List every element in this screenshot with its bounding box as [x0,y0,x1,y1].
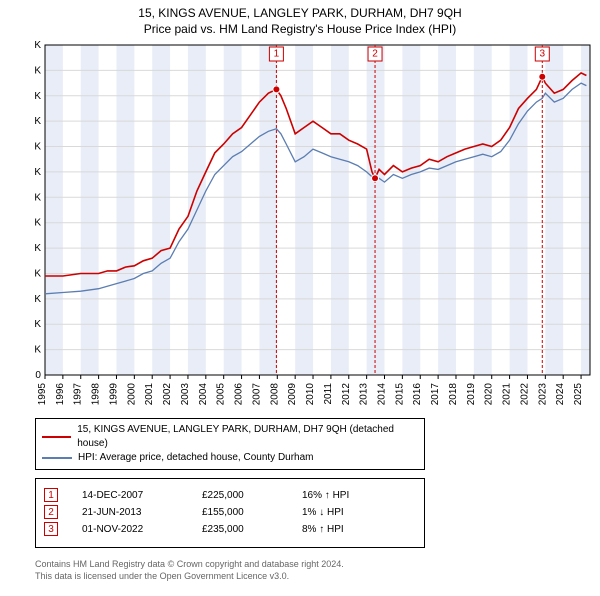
svg-text:£140K: £140K [35,192,41,203]
svg-text:2004: 2004 [198,383,209,406]
legend-label: HPI: Average price, detached house, Coun… [78,451,314,465]
chart-container: 15, KINGS AVENUE, LANGLEY PARK, DURHAM, … [0,6,600,596]
event-delta: 1% ↓ HPI [302,507,416,518]
svg-text:2023: 2023 [537,383,548,406]
event-delta: 16% ↑ HPI [302,490,416,501]
svg-text:1998: 1998 [91,383,102,406]
svg-text:2002: 2002 [162,383,173,406]
svg-text:2005: 2005 [216,383,227,406]
svg-text:2003: 2003 [180,383,191,406]
attribution-line: This data is licensed under the Open Gov… [35,570,600,582]
svg-text:2007: 2007 [251,383,262,406]
event-row: 1 14-DEC-2007 £225,000 16% ↑ HPI [44,488,416,502]
svg-text:£160K: £160K [35,167,41,178]
event-date: 14-DEC-2007 [82,490,202,501]
svg-text:£40K: £40K [35,319,41,330]
svg-text:2013: 2013 [359,383,370,406]
event-marker-icon: 2 [44,505,58,519]
svg-text:2006: 2006 [234,383,245,406]
event-date: 01-NOV-2022 [82,524,202,535]
legend: 15, KINGS AVENUE, LANGLEY PARK, DURHAM, … [35,418,425,470]
svg-text:1999: 1999 [108,383,119,406]
legend-item: HPI: Average price, detached house, Coun… [42,451,418,465]
chart-subtitle: Price paid vs. HM Land Registry's House … [0,22,600,36]
chart-plot: £0 £20K £40K £60K £80K £100K £120K £140K £160K £1… [35,40,595,410]
svg-text:2021: 2021 [502,383,513,406]
event-price: £225,000 [202,490,302,501]
svg-text:2018: 2018 [448,383,459,406]
svg-text:2011: 2011 [323,383,334,405]
legend-swatch [42,436,71,438]
legend-item: 15, KINGS AVENUE, LANGLEY PARK, DURHAM, … [42,423,418,451]
svg-text:2000: 2000 [126,383,137,406]
svg-text:1995: 1995 [37,383,48,406]
svg-text:£200K: £200K [35,116,41,127]
svg-text:2019: 2019 [466,383,477,406]
svg-text:£220K: £220K [35,91,41,102]
attribution-line: Contains HM Land Registry data © Crown c… [35,558,600,570]
svg-text:2008: 2008 [269,383,280,406]
svg-text:1: 1 [274,49,280,60]
chart-svg: £0 £20K £40K £60K £80K £100K £120K £140K £160K £1… [35,40,595,410]
svg-text:2001: 2001 [144,383,155,406]
svg-text:£100K: £100K [35,243,41,254]
svg-text:£20K: £20K [35,345,41,356]
event-row: 3 01-NOV-2022 £235,000 8% ↑ HPI [44,522,416,536]
legend-swatch [42,457,72,459]
svg-text:£120K: £120K [35,218,41,229]
svg-text:2014: 2014 [377,383,388,406]
svg-text:2020: 2020 [484,383,495,406]
svg-text:2015: 2015 [394,383,405,406]
event-marker-icon: 1 [44,488,58,502]
attribution: Contains HM Land Registry data © Crown c… [35,558,600,582]
svg-text:£80K: £80K [35,268,41,279]
svg-text:2025: 2025 [573,383,584,406]
event-marker-icon: 3 [44,522,58,536]
svg-text:2012: 2012 [341,383,352,406]
legend-label: 15, KINGS AVENUE, LANGLEY PARK, DURHAM, … [77,423,418,451]
event-price: £235,000 [202,524,302,535]
event-date: 21-JUN-2013 [82,507,202,518]
event-delta: 8% ↑ HPI [302,524,416,535]
event-row: 2 21-JUN-2013 £155,000 1% ↓ HPI [44,505,416,519]
event-price: £155,000 [202,507,302,518]
svg-text:2016: 2016 [412,383,423,406]
chart-title: 15, KINGS AVENUE, LANGLEY PARK, DURHAM, … [0,6,600,20]
svg-text:2009: 2009 [287,383,298,406]
svg-text:£60K: £60K [35,294,41,305]
svg-text:£260K: £260K [35,40,41,51]
svg-text:2010: 2010 [305,383,316,406]
svg-text:2024: 2024 [555,383,566,406]
svg-text:2017: 2017 [430,383,441,406]
svg-text:£0: £0 [35,370,41,381]
svg-text:£180K: £180K [35,142,41,153]
svg-text:2: 2 [372,49,378,60]
svg-text:2022: 2022 [519,383,530,406]
svg-text:£240K: £240K [35,65,41,76]
svg-text:1996: 1996 [55,383,66,406]
events-table: 1 14-DEC-2007 £225,000 16% ↑ HPI 2 21-JU… [35,478,425,548]
svg-text:3: 3 [540,49,546,60]
svg-text:1997: 1997 [73,383,84,406]
